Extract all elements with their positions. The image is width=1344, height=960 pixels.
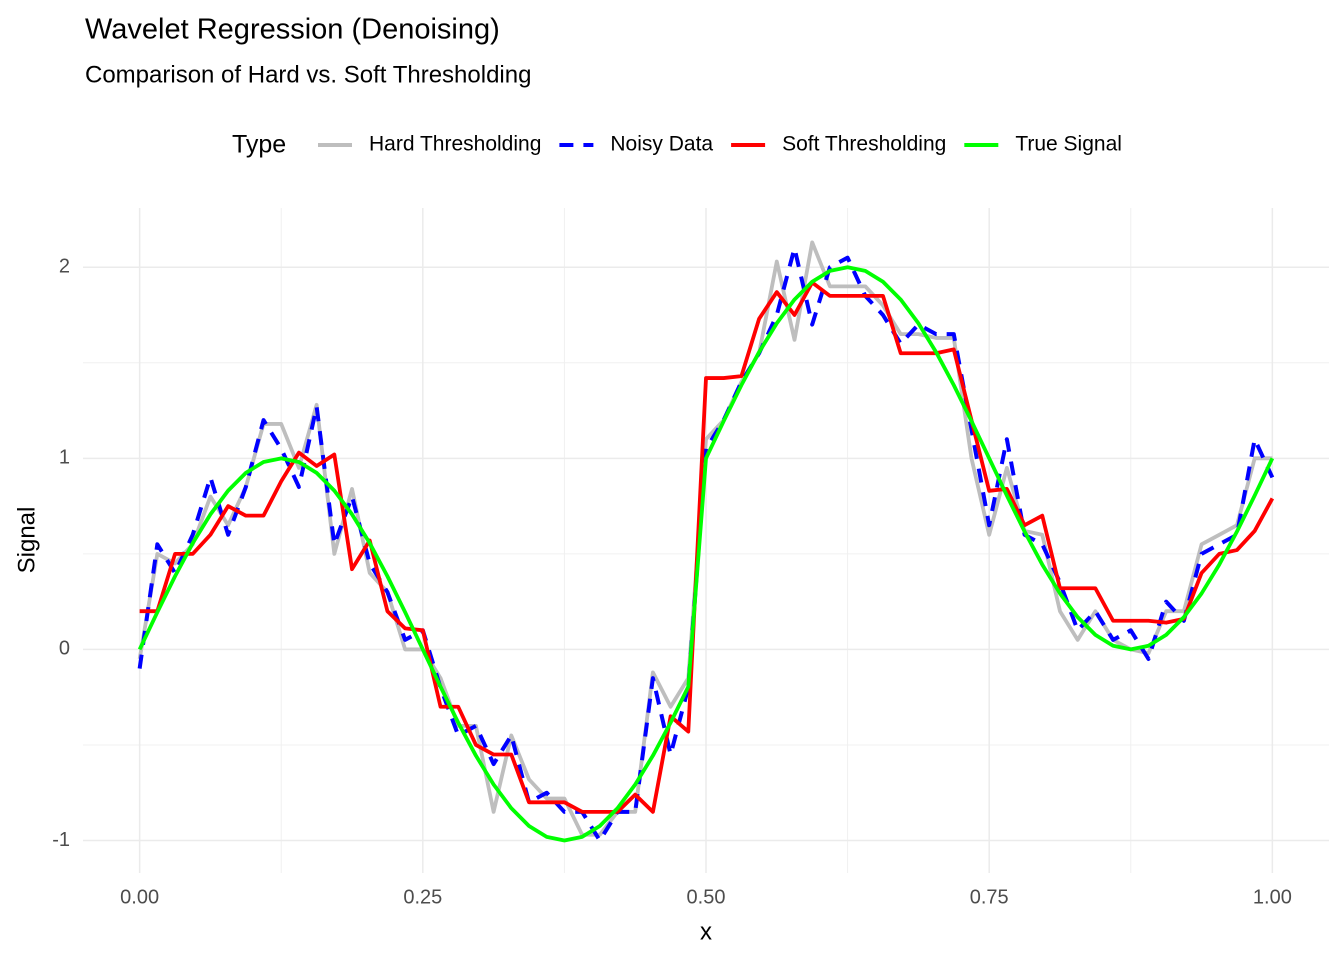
x-tick-label: 1.00 <box>1253 886 1292 908</box>
chart-title: Wavelet Regression (Denoising) <box>85 14 500 46</box>
x-axis-label: x <box>700 918 712 945</box>
x-tick-label: 0.25 <box>403 886 442 908</box>
chart-subtitle: Comparison of Hard vs. Soft Thresholding <box>85 61 531 88</box>
y-axis-label: Signal <box>13 507 40 574</box>
series-line <box>139 280 1275 814</box>
x-tick-label: 0.50 <box>687 886 726 908</box>
legend-label: True Signal <box>1015 133 1122 156</box>
y-tick-label: -1 <box>52 829 70 851</box>
y-tick-label: 2 <box>59 256 70 278</box>
legend-title: Type <box>232 131 286 159</box>
y-tick-label: 0 <box>59 638 70 660</box>
x-tick-label: 0.00 <box>120 886 159 908</box>
x-tick-label: 0.75 <box>970 886 1009 908</box>
legend-label: Soft Thresholding <box>782 133 946 156</box>
y-tick-label: 1 <box>59 447 70 469</box>
series-line <box>137 265 1275 843</box>
legend-label: Hard Thresholding <box>369 133 541 156</box>
legend-label: Noisy Data <box>610 133 713 156</box>
